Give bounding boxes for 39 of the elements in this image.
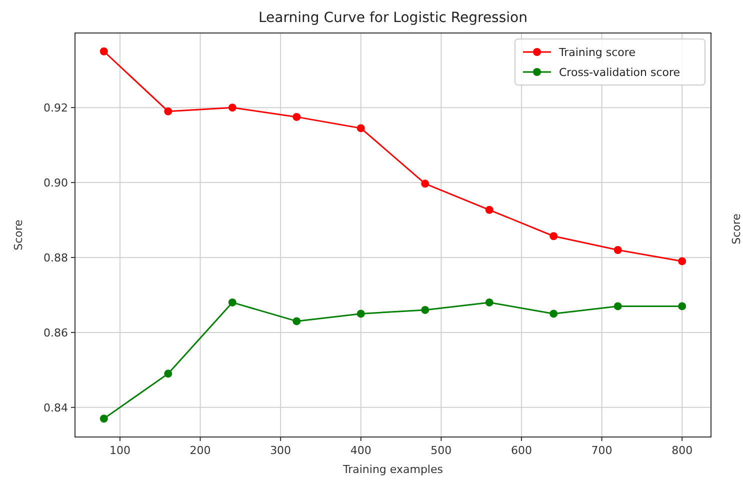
point bbox=[292, 317, 301, 326]
point bbox=[550, 232, 558, 240]
point bbox=[356, 310, 365, 318]
point bbox=[421, 306, 430, 314]
point bbox=[356, 124, 365, 132]
point bbox=[550, 310, 558, 318]
x-axis-title: Training examples bbox=[342, 463, 444, 476]
legend-label: Cross-validation score bbox=[559, 66, 680, 79]
y-tick-label: 0.92 bbox=[44, 102, 68, 115]
x-tick-label: 500 bbox=[430, 444, 452, 457]
point bbox=[292, 112, 301, 121]
point bbox=[228, 104, 236, 112]
x-tick-label: 200 bbox=[190, 444, 211, 457]
x-tick-label: 400 bbox=[350, 444, 372, 457]
y-tick-label: 0.84 bbox=[44, 401, 68, 414]
x-tick-label: 700 bbox=[591, 444, 612, 457]
point bbox=[485, 298, 494, 306]
x-tick-label: 800 bbox=[672, 444, 693, 457]
point bbox=[100, 414, 108, 423]
point bbox=[421, 180, 430, 188]
text: Score bbox=[730, 213, 743, 244]
y-tick-label: 0.90 bbox=[44, 176, 68, 190]
point bbox=[164, 370, 172, 378]
point bbox=[164, 107, 172, 116]
x-tick-label: 600 bbox=[510, 444, 532, 457]
legend-label: Training score bbox=[558, 46, 636, 59]
point bbox=[485, 206, 494, 214]
point bbox=[678, 302, 686, 310]
point bbox=[614, 246, 622, 254]
x-tick-label: 300 bbox=[270, 444, 292, 457]
point bbox=[678, 257, 686, 266]
point bbox=[100, 47, 108, 56]
x-tick-label: 100 bbox=[109, 444, 130, 457]
y-tick-label: 0.88 bbox=[44, 251, 68, 264]
y-tick-label: 0.86 bbox=[44, 326, 68, 340]
point bbox=[614, 302, 622, 310]
y-axis-title: Score bbox=[12, 219, 25, 250]
chart-title: Learning Curve for Logistic Regression bbox=[258, 10, 528, 26]
point bbox=[228, 298, 236, 306]
